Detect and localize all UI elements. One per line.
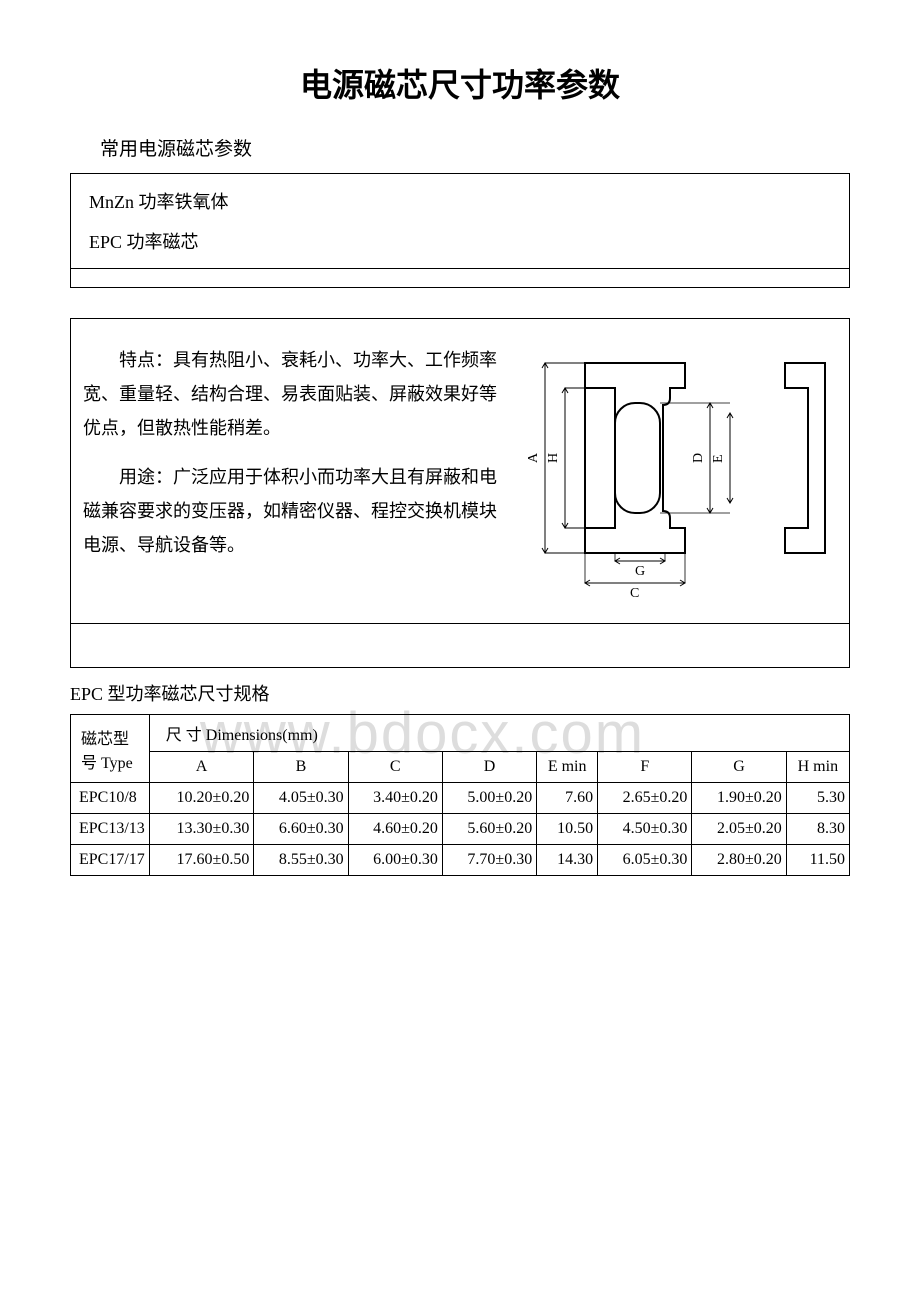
th-H: H min (786, 752, 849, 783)
svg-text:G: G (635, 564, 645, 579)
cell: 7.60 (537, 783, 598, 814)
th-D: D (442, 752, 536, 783)
svg-text:A: A (526, 452, 541, 463)
table-row: EPC17/17 17.60±0.50 8.55±0.30 6.00±0.30 … (71, 845, 850, 876)
cell: 13.30±0.30 (149, 814, 254, 845)
subtitle: 常用电源磁芯参数 (100, 134, 870, 161)
table-row: EPC13/13 13.30±0.30 6.60±0.30 4.60±0.20 … (71, 814, 850, 845)
cell-type: EPC13/13 (71, 814, 150, 845)
th-dim: 尺 寸 Dimensions(mm) (149, 715, 849, 752)
page-title: 电源磁芯尺寸功率参数 (50, 60, 870, 106)
cell: 6.60±0.30 (254, 814, 348, 845)
cell: 11.50 (786, 845, 849, 876)
cell: 6.00±0.30 (348, 845, 442, 876)
table-row: EPC10/8 10.20±0.20 4.05±0.30 3.40±0.20 5… (71, 783, 850, 814)
feature-text: 特点：具有热阻小、衰耗小、功率大、工作频率宽、重量轻、结构合理、易表面贴装、屏蔽… (83, 343, 503, 603)
svg-text:D: D (691, 453, 706, 463)
feature-p2: 用途：广泛应用于体积小而功率大且有屏蔽和电磁兼容要求的变压器，如精密仪器、程控交… (83, 460, 503, 563)
cell: 5.00±0.20 (442, 783, 536, 814)
info-line-1: MnZn 功率铁氧体 (89, 188, 831, 214)
cell: 2.65±0.20 (598, 783, 692, 814)
cell: 5.60±0.20 (442, 814, 536, 845)
cell: 7.70±0.30 (442, 845, 536, 876)
svg-text:H: H (546, 453, 561, 463)
cell: 4.60±0.20 (348, 814, 442, 845)
cell-type: EPC10/8 (71, 783, 150, 814)
core-diagram: A H G C (515, 343, 835, 603)
svg-text:E: E (711, 454, 726, 463)
cell: 1.90±0.20 (692, 783, 786, 814)
cell: 2.05±0.20 (692, 814, 786, 845)
info-box-2: 特点：具有热阻小、衰耗小、功率大、工作频率宽、重量轻、结构合理、易表面贴装、屏蔽… (70, 318, 850, 668)
th-A: A (149, 752, 254, 783)
cell: 14.30 (537, 845, 598, 876)
cell: 10.50 (537, 814, 598, 845)
cell: 4.50±0.30 (598, 814, 692, 845)
info-line-2: EPC 功率磁芯 (89, 228, 831, 254)
divider (71, 268, 849, 269)
cell: 6.05±0.30 (598, 845, 692, 876)
feature-p1: 特点：具有热阻小、衰耗小、功率大、工作频率宽、重量轻、结构合理、易表面贴装、屏蔽… (83, 343, 503, 446)
th-E: E min (537, 752, 598, 783)
cell: 4.05±0.30 (254, 783, 348, 814)
cell: 8.55±0.30 (254, 845, 348, 876)
svg-text:C: C (630, 586, 639, 601)
th-C: C (348, 752, 442, 783)
cell-type: EPC17/17 (71, 845, 150, 876)
th-type: 磁芯型号 Type (71, 715, 150, 783)
th-F: F (598, 752, 692, 783)
cell: 5.30 (786, 783, 849, 814)
cell: 8.30 (786, 814, 849, 845)
info-box-1: MnZn 功率铁氧体 EPC 功率磁芯 (70, 173, 850, 288)
cell: 10.20±0.20 (149, 783, 254, 814)
dimensions-table: 磁芯型号 Type 尺 寸 Dimensions(mm) A B C D E m… (70, 714, 850, 876)
table-caption: EPC 型功率磁芯尺寸规格 (70, 680, 870, 706)
cell: 3.40±0.20 (348, 783, 442, 814)
th-B: B (254, 752, 348, 783)
cell: 17.60±0.50 (149, 845, 254, 876)
box2-footer (71, 623, 849, 667)
cell: 2.80±0.20 (692, 845, 786, 876)
th-G: G (692, 752, 786, 783)
